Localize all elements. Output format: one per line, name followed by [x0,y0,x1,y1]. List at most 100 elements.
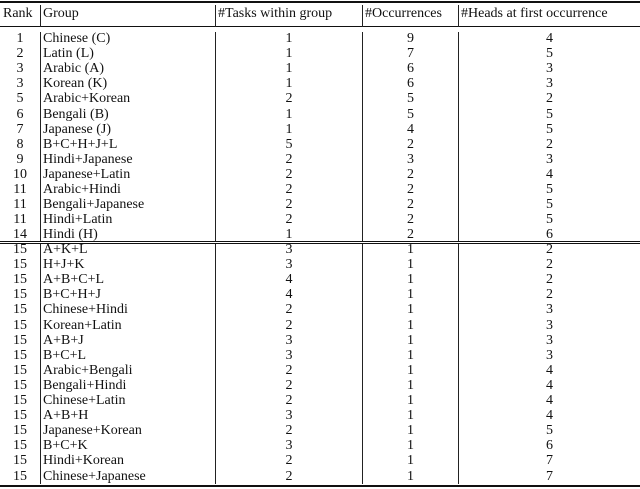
tasks-cell: 1 [285,227,293,243]
group-cell: Hindi+Japanese [43,151,133,167]
occurrences-cell: 2 [407,136,414,152]
table-row: 15 Chinese+Japanese 2 1 7 [0,469,640,484]
header-heads: #Heads at first occurrence [461,6,608,21]
occurrences-cell: 1 [407,377,414,393]
group-cell: H+J+K [43,257,85,273]
heads-cell: 3 [546,61,553,77]
top-rule [0,1,640,3]
tasks-cell: 1 [285,106,293,122]
column-divider [215,5,216,27]
group-cell: A+B+H [43,408,89,424]
occurrences-cell: 2 [407,197,414,213]
occurrences-cell: 1 [407,332,414,348]
group-cell: Japanese+Korean [43,423,142,439]
rank-cell: 6 [16,106,24,122]
rank-cell: 11 [13,197,27,213]
heads-cell: 3 [546,317,553,333]
group-cell: Hindi (H) [43,227,98,243]
occurrences-cell: 1 [407,453,414,469]
tasks-cell: 2 [285,317,293,333]
group-cell: B+C+L [43,347,87,363]
tasks-cell: 2 [285,362,293,378]
bottom-rule [0,485,640,487]
occurrences-cell: 1 [407,468,414,484]
occurrences-cell: 1 [407,242,414,257]
rank-cell: 15 [13,242,27,257]
column-divider [362,5,363,27]
heads-cell: 4 [546,377,553,393]
group-cell: Japanese+Latin [43,166,131,182]
rank-cell: 15 [13,423,27,439]
rank-cell: 15 [13,272,27,288]
tasks-cell: 3 [285,347,293,363]
rank-cell: 15 [13,317,27,333]
occurrences-cell: 1 [407,302,414,318]
group-cell: Bengali (B) [43,106,109,122]
occurrences-cell: 1 [407,347,414,363]
heads-cell: 2 [546,287,553,303]
table-row: 1 Chinese (C) 1 9 4 [0,31,640,46]
group-cell: A+B+C+L [43,272,105,288]
heads-cell: 5 [546,106,553,122]
table-row: 15 A+B+C+L 4 1 2 [0,272,640,287]
rank-cell: 2 [16,46,24,62]
table-row: 15 A+B+J 3 1 3 [0,333,640,348]
table-row: 15 B+C+K 3 1 6 [0,438,640,453]
group-cell: Arabic (A) [43,61,105,77]
table-row: 15 A+K+L 3 1 2 [0,242,640,257]
tasks-cell: 1 [285,121,293,137]
rank-cell: 15 [13,362,27,378]
occurrences-cell: 1 [407,317,414,333]
heads-cell: 4 [546,362,553,378]
table-row: 15 Bengali+Hindi 2 1 4 [0,378,640,393]
occurrences-cell: 6 [407,61,414,77]
group-cell: Chinese+Hindi [43,302,128,318]
group-cell: Arabic+Bengali [43,362,133,378]
tasks-cell: 3 [285,242,293,257]
occurrences-cell: 1 [407,438,414,454]
occurrences-cell: 1 [407,287,414,303]
tasks-cell: 1 [285,31,293,46]
tasks-cell: 2 [285,197,293,213]
occurrences-cell: 1 [407,257,414,273]
occurrences-cell: 1 [407,408,414,424]
heads-cell: 7 [546,453,553,469]
heads-cell: 2 [546,136,553,152]
tasks-cell: 3 [285,438,293,454]
occurrences-cell: 1 [407,423,414,439]
heads-cell: 4 [546,31,553,46]
section-separator-2 [0,243,640,244]
heads-cell: 3 [546,151,553,167]
tasks-cell: 4 [285,287,293,303]
table-row: 5 Arabic+Korean 2 5 2 [0,91,640,106]
heads-cell: 6 [546,227,553,243]
rank-cell: 15 [13,393,27,408]
heads-cell: 2 [546,91,553,107]
column-divider [362,244,363,484]
tasks-cell: 1 [285,46,293,62]
table-row: 7 Japanese (J) 1 4 5 [0,122,640,137]
heads-cell: 5 [546,197,553,213]
rank-cell: 3 [16,61,24,77]
heads-cell: 3 [546,302,553,318]
rank-cell: 5 [16,91,24,107]
table-row: 15 H+J+K 3 1 2 [0,257,640,272]
table-row: 15 Arabic+Bengali 2 1 4 [0,363,640,378]
rank-cell: 15 [13,377,27,393]
table-row: 11 Arabic+Hindi 2 2 5 [0,182,640,197]
table-row: 15 Japanese+Korean 2 1 5 [0,423,640,438]
rank-cell: 15 [13,408,27,424]
tasks-cell: 2 [285,423,293,439]
tasks-cell: 2 [285,212,293,228]
rank-cell: 3 [16,76,24,92]
group-cell: Korean+Latin [43,317,122,333]
column-divider [362,32,363,241]
rank-cell: 1 [16,31,24,46]
table-row: 11 Hindi+Latin 2 2 5 [0,212,640,227]
occurrences-cell: 6 [407,76,414,92]
group-cell: Chinese+Latin [43,393,126,408]
table-row: 10 Japanese+Latin 2 2 4 [0,167,640,182]
heads-cell: 4 [546,408,553,424]
tasks-cell: 2 [285,377,293,393]
group-cell: Hindi+Latin [43,212,113,228]
